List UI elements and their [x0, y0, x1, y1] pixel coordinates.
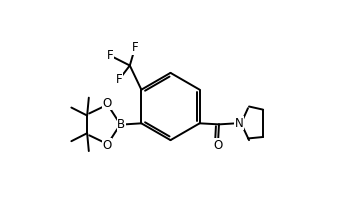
Text: N: N	[235, 117, 243, 130]
Text: B: B	[117, 118, 125, 131]
Text: O: O	[213, 139, 223, 152]
Text: O: O	[103, 97, 112, 110]
Text: O: O	[103, 139, 112, 152]
Text: F: F	[106, 49, 113, 62]
Text: F: F	[116, 73, 122, 86]
Text: F: F	[132, 41, 138, 54]
